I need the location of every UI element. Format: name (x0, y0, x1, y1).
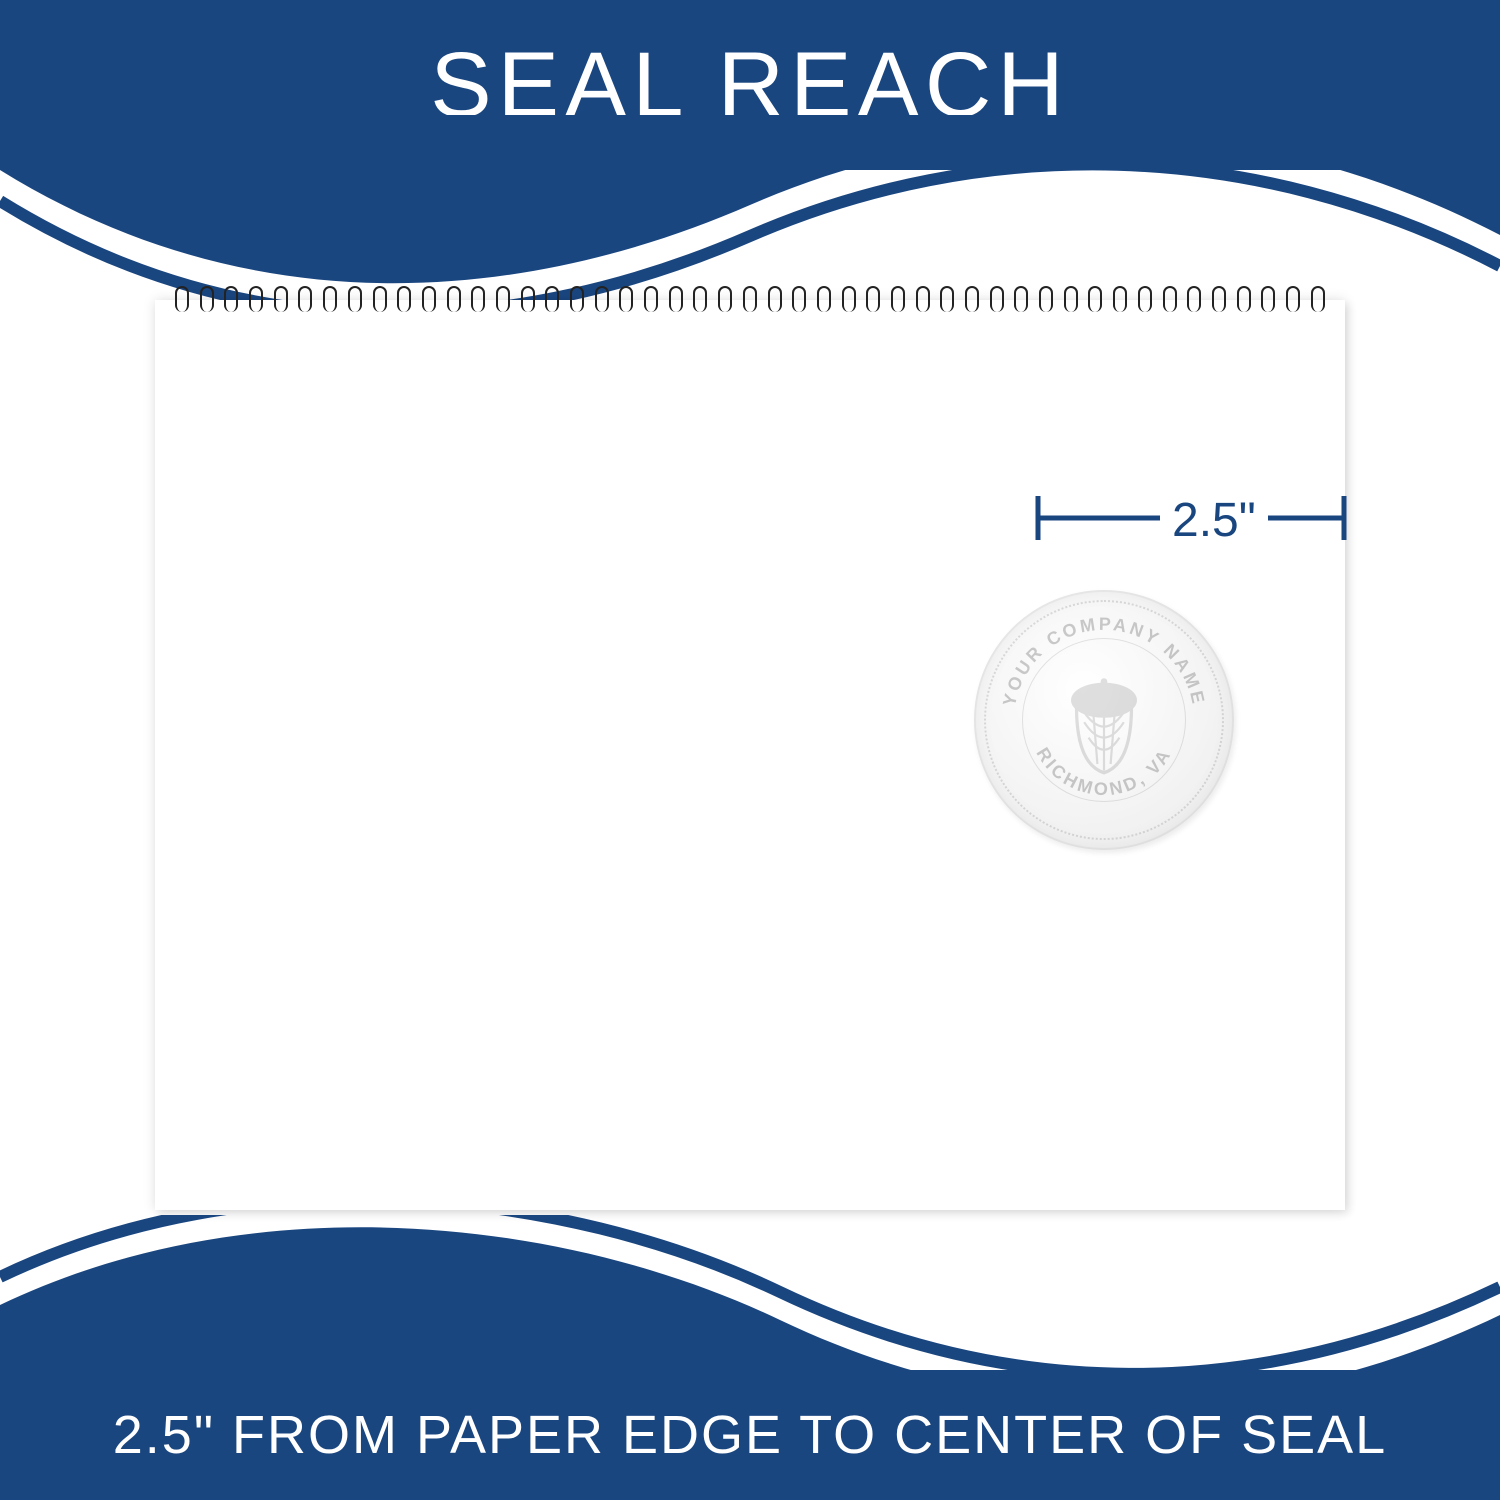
acorn-icon (1049, 665, 1159, 775)
header-title: SEAL REACH (430, 33, 1069, 138)
header-bar: SEAL REACH (0, 0, 1500, 170)
measurement-label: 2.5" (1160, 493, 1268, 548)
embossed-seal: YOUR COMPANY NAME RICHMOND, VA (974, 590, 1234, 850)
footer-bar: 2.5" FROM PAPER EDGE TO CENTER OF SEAL (0, 1370, 1500, 1500)
footer-text: 2.5" FROM PAPER EDGE TO CENTER OF SEAL (113, 1404, 1387, 1466)
spiral-binding (175, 286, 1325, 314)
